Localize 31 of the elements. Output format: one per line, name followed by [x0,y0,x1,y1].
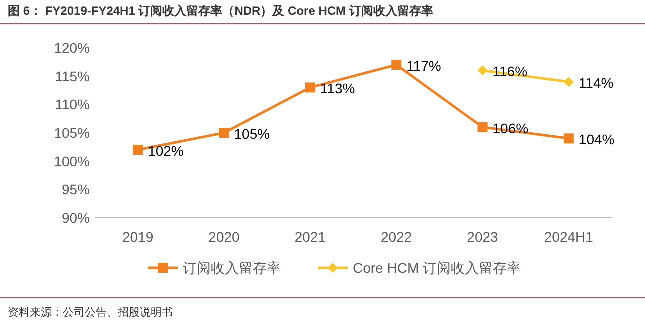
point [478,122,488,132]
point [392,60,402,70]
x-tick-label: 2021 [294,229,326,245]
y-tick-label: 115% [55,68,90,84]
data-label: 117% [406,58,442,74]
x-tick-label: 2023 [467,229,499,245]
data-label: 105% [234,126,270,142]
y-tick-label: 90% [62,210,90,226]
y-tick-label: 105% [54,125,90,141]
point [133,145,144,155]
data-label: 104% [578,132,615,148]
point [219,128,230,138]
point [478,66,488,76]
point [564,134,574,144]
point [305,82,316,93]
data-label: 113% [320,80,356,97]
data-label: 102% [148,143,184,159]
text: 资料来源：公司公告、招股说明书 [8,306,173,319]
y-tick-label: 110% [55,96,90,113]
x-tick-label: 2019 [122,229,154,245]
legend-label: 订阅收入留存率 [183,260,281,276]
x-tick-label: 2022 [381,229,412,245]
point [564,77,574,87]
x-tick-label: 2024H1 [544,229,594,245]
legend-label: Core HCM 订阅收入留存率 [353,260,522,276]
y-tick-label: 120% [54,40,90,56]
y-tick-label: 95% [62,182,90,198]
data-label: 114% [578,75,614,91]
chart-title: 图 6： FY2019-FY24H1 订阅收入留存率（NDR）及 Core HCM 订阅收入留存率 [8,4,434,18]
x-tick-label: 2020 [208,229,240,245]
y-tick-label: 100% [54,153,90,170]
